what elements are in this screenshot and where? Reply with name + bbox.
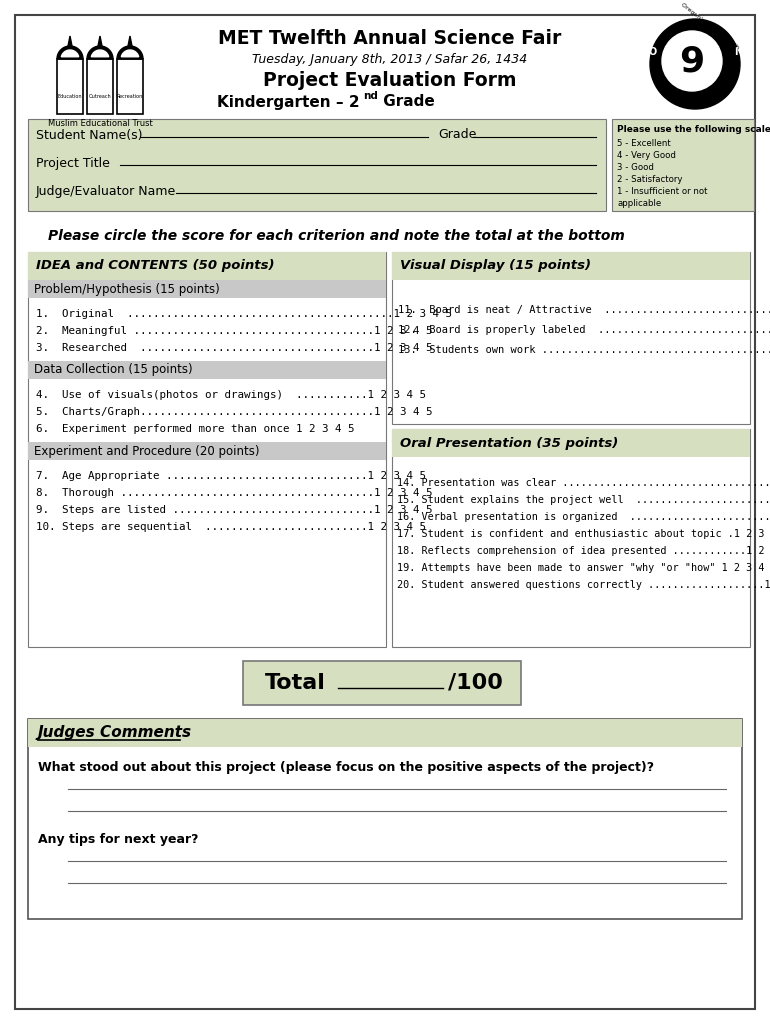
Text: Please use the following scale:: Please use the following scale: — [617, 125, 770, 134]
Text: 13.  Students own work .........................................1 2 3 4 5: 13. Students own work ..................… — [398, 345, 770, 355]
Polygon shape — [128, 36, 132, 46]
Text: 8.  Thorough .......................................1 2 3 4 5: 8. Thorough ............................… — [36, 488, 433, 498]
Text: Data Collection (15 points): Data Collection (15 points) — [34, 364, 192, 377]
Text: Judges Comments: Judges Comments — [38, 725, 192, 740]
Polygon shape — [92, 50, 109, 56]
Circle shape — [650, 19, 740, 109]
Text: 2.  Meaningful .....................................1 2 3 4 5: 2. Meaningful ..........................… — [36, 326, 433, 336]
Text: Judge/Evaluator Name: Judge/Evaluator Name — [36, 184, 176, 198]
Bar — [87, 59, 113, 114]
Polygon shape — [62, 50, 79, 56]
Text: applicable: applicable — [617, 199, 661, 208]
Text: Experiment and Procedure (20 points): Experiment and Procedure (20 points) — [34, 444, 259, 458]
Text: 18. Reflects comprehension of idea presented ............1 2 3 4 5: 18. Reflects comprehension of idea prese… — [397, 546, 770, 556]
Bar — [28, 119, 606, 211]
Text: 9.  Steps are listed ...............................1 2 3 4 5: 9. Steps are listed ....................… — [36, 505, 433, 515]
Text: 1 - Insufficient or not: 1 - Insufficient or not — [617, 187, 708, 196]
Bar — [392, 429, 750, 457]
Bar — [392, 252, 750, 280]
Text: IDEA and CONTENTS (50 points): IDEA and CONTENTS (50 points) — [36, 259, 274, 272]
Bar — [57, 59, 83, 114]
Text: 12.  Board is properly labeled  ...............................1 2 3 4 5: 12. Board is properly labeled ..........… — [398, 325, 770, 335]
Polygon shape — [98, 36, 102, 46]
Text: 7.  Age Appropriate ...............................1 2 3 4 5: 7. Age Appropriate .....................… — [36, 471, 426, 481]
Text: 10. Steps are sequential  .........................1 2 3 4 5: 10. Steps are sequential ...............… — [36, 522, 426, 532]
Text: 2 - Satisfactory: 2 - Satisfactory — [617, 175, 682, 184]
Polygon shape — [87, 46, 113, 59]
Text: Tuesday, January 8th, 2013 / Safar 26, 1434: Tuesday, January 8th, 2013 / Safar 26, 1… — [253, 52, 527, 66]
Text: 16. Verbal presentation is organized  ..............................1 2 3 4 5: 16. Verbal presentation is organized ...… — [397, 512, 770, 522]
Text: Any tips for next year?: Any tips for next year? — [38, 833, 199, 846]
Text: /100: /100 — [448, 673, 503, 693]
Text: Visual Display (15 points): Visual Display (15 points) — [400, 259, 591, 272]
Text: 14. Presentation was clear .........................................1 2 3 4 5: 14. Presentation was clear .............… — [397, 478, 770, 488]
Text: Student Name(s): Student Name(s) — [36, 128, 142, 141]
Text: 6.  Experiment performed more than once 1 2 3 4 5: 6. Experiment performed more than once 1… — [36, 424, 354, 434]
Bar — [28, 719, 742, 919]
Bar — [28, 719, 742, 746]
Bar — [28, 280, 386, 298]
Text: Total: Total — [265, 673, 326, 693]
Text: Education: Education — [58, 94, 82, 99]
Text: 1.  Original  .........................................1 2 3 4 5: 1. Original ............................… — [36, 309, 452, 319]
Text: MET Twelfth Annual Science Fair: MET Twelfth Annual Science Fair — [219, 30, 561, 48]
Bar — [392, 252, 750, 424]
Text: 17. Student is confident and enthusiastic about topic .1 2 3 4 5: 17. Student is confident and enthusiasti… — [397, 529, 770, 539]
Text: 3 - Good: 3 - Good — [617, 163, 654, 172]
Text: M: M — [734, 47, 744, 57]
Text: Problem/Hypothesis (15 points): Problem/Hypothesis (15 points) — [34, 283, 219, 296]
Bar — [28, 252, 386, 647]
Text: 20. Student answered questions correctly ...................1 2 3 4 5: 20. Student answered questions correctly… — [397, 580, 770, 590]
Bar — [392, 429, 750, 647]
Text: 19. Attempts have been made to answer "why "or "how" 1 2 3 4 5: 19. Attempts have been made to answer "w… — [397, 563, 770, 573]
Text: 15. Student explains the project well  .............................1 2 3 4 5: 15. Student explains the project well ..… — [397, 495, 770, 505]
Bar — [243, 662, 521, 705]
Text: nd: nd — [363, 91, 378, 101]
Text: Project Evaluation Form: Project Evaluation Form — [263, 71, 517, 89]
Text: Y: Y — [694, 7, 701, 17]
Text: 5 - Excellent: 5 - Excellent — [617, 139, 671, 148]
Bar — [28, 442, 386, 460]
Text: Oregon's Muslim Youth: Oregon's Muslim Youth — [680, 2, 740, 50]
Bar — [28, 252, 386, 280]
Text: 4.  Use of visuals(photos or drawings)  ...........1 2 3 4 5: 4. Use of visuals(photos or drawings) ..… — [36, 390, 426, 400]
Text: Oral Presentation (35 points): Oral Presentation (35 points) — [400, 436, 618, 450]
Text: O: O — [649, 47, 657, 57]
Text: 5.  Charts/Graph....................................1 2 3 4 5: 5. Charts/Graph.........................… — [36, 407, 433, 417]
Text: Grade: Grade — [438, 128, 477, 141]
Text: 3.  Researched  ....................................1 2 3 4 5: 3. Researched ..........................… — [36, 343, 433, 353]
Bar — [612, 119, 754, 211]
Text: Outreach: Outreach — [89, 94, 112, 99]
Text: 4 - Very Good: 4 - Very Good — [617, 151, 676, 160]
Text: What stood out about this project (please focus on the positive aspects of the p: What stood out about this project (pleas… — [38, 761, 654, 773]
Polygon shape — [57, 46, 83, 59]
Text: Recreation: Recreation — [117, 94, 143, 99]
Text: 11.  Board is neat / Attractive  ...............................1 2 3 4 5: 11. Board is neat / Attractive .........… — [398, 305, 770, 315]
Polygon shape — [68, 36, 72, 46]
Bar — [117, 59, 143, 114]
Text: Grade: Grade — [378, 94, 435, 110]
Text: Kindergarten – 2: Kindergarten – 2 — [217, 94, 360, 110]
Text: Muslim Educational Trust: Muslim Educational Trust — [48, 119, 152, 128]
Polygon shape — [117, 46, 143, 59]
Text: Project Title: Project Title — [36, 157, 110, 170]
Bar — [28, 361, 386, 379]
Circle shape — [662, 31, 722, 91]
Polygon shape — [122, 50, 139, 56]
Text: 9: 9 — [679, 44, 705, 78]
Text: Please circle the score for each criterion and note the total at the bottom: Please circle the score for each criteri… — [48, 229, 625, 243]
